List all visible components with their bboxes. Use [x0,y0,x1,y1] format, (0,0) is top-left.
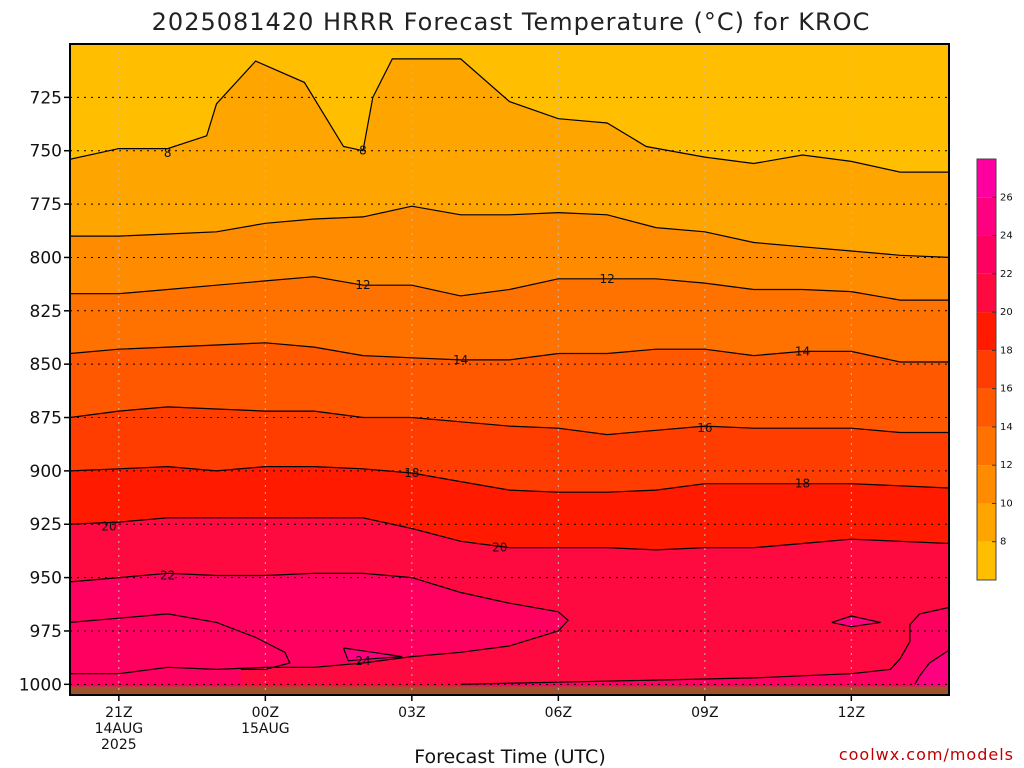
isotherm-22-9 [460,606,949,685]
colorbar-tick-label-18: 18 [1000,345,1013,356]
colorbar-tick-label-20: 20 [1000,307,1013,318]
credit-link[interactable]: coolwx.com/models [839,745,1014,764]
isotherm-labels: 8 8 12 12 14 14 16 18 18 20 20 22 24 [101,144,810,668]
isotherm-label-8: 8 [359,144,367,158]
colorbar-tick-label-12: 12 [1000,460,1013,471]
x-tick-label-00Z-1: 00Z [252,705,279,721]
colorbar-swatch-10-12 [977,465,996,504]
y-tick-label-975: 975 [30,622,62,642]
ground-strip [70,686,949,695]
colorbar-tick-label-10: 10 [1000,498,1013,509]
temperature-bands [70,44,949,695]
isotherm-8-0 [70,58,949,173]
isotherm-22-7 [70,572,569,675]
colorbar-swatch-22-24 [977,235,996,274]
isotherm-label-12: 12 [600,272,615,286]
y-tick-label-950: 950 [30,569,62,589]
isotherm-lines [70,58,949,685]
chart-title: 2025081420 HRRR Forecast Temperature (°C… [152,8,871,36]
x-tick-label-12Z-1: 12Z [838,705,865,721]
x-tick-label-21Z-3: 2025 [101,737,137,753]
y-tick-label-775: 775 [30,195,62,215]
isotherm-24-12 [914,649,949,685]
x-tick-label-09Z-1: 09Z [691,705,718,721]
y-tick-label-800: 800 [30,248,62,268]
colorbar-swatch-16-18 [977,350,996,389]
isotherm-label-24: 24 [355,654,370,668]
y-tick-label-825: 825 [30,302,62,322]
colorbar-swatch-6-8 [977,541,996,580]
isotherm-label-8: 8 [164,146,172,160]
isotherm-22-8 [70,613,291,670]
isotherm-18-5 [70,465,949,493]
colorbar-swatch-12-14 [977,426,996,466]
isotherm-12-2 [70,276,949,301]
x-tick-label-21Z-1: 21Z [105,705,132,721]
colorbar-swatch-26-28 [977,159,996,198]
isotherm-10-1 [70,205,949,258]
colorbar-tick-label-24: 24 [1000,231,1013,242]
colorbar-swatch-24-26 [977,197,996,236]
plot-frame [69,43,950,696]
isotherm-14-3 [70,342,949,363]
x-tick-label-03Z-1: 03Z [398,705,425,721]
x-tick-label-06Z-1: 06Z [545,705,572,721]
x-tick-label-00Z-2: 15AUG [241,721,290,737]
isotherm-label-22: 22 [160,568,175,582]
band-above-22-9 [460,607,949,695]
y-tick-label-1000: 1000 [19,675,62,695]
colorbar-frame [976,158,997,581]
y-tick-label-900: 900 [30,462,62,482]
colorbar-tick-label-8: 8 [1000,537,1006,548]
y-tick-label-850: 850 [30,355,62,375]
colorbar-swatch-18-20 [977,312,996,351]
y-tick-label-925: 925 [30,515,62,535]
isotherm-label-18: 18 [404,466,419,480]
x-tick-label-21Z-2: 14AUG [95,721,144,737]
y-axis: 725 750 775 800 825 850 875 900 925 950 975 1000 [19,88,70,695]
colorbar-tick-label-16: 16 [1000,384,1013,395]
isotherm-label-14: 14 [453,353,468,367]
colorbar-swatch-14-16 [977,388,996,427]
colorbar-tick-label-14: 14 [1000,422,1013,433]
isotherm-16-4 [70,406,949,436]
colorbar-swatch-20-22 [977,273,996,313]
isotherm-label-16: 16 [697,421,712,435]
isotherm-20-6 [70,517,949,551]
band-above-24-12 [914,650,949,695]
colorbar-swatch-8-10 [977,503,996,542]
terrain-strip [70,686,949,695]
colorbar-tick-label-26: 26 [1000,192,1013,203]
colorbar: 8 10 12 14 16 18 20 22 24 26 [976,158,1013,581]
band-above-22-8 [70,613,290,695]
isotherm-label-14: 14 [795,344,810,358]
y-tick-label-875: 875 [30,409,62,429]
y-tick-label-725: 725 [30,88,62,108]
isotherm-24-10 [342,647,403,662]
isotherm-label-12: 12 [355,278,370,292]
colorbar-tick-label-22: 22 [1000,269,1013,280]
isotherm-label-18: 18 [795,477,810,491]
isotherm-24-11 [831,615,881,628]
y-tick-label-750: 750 [30,142,62,162]
x-axis-label: Forecast Time (UTC) [414,746,605,768]
isotherm-label-20: 20 [101,519,116,533]
isotherm-label-20: 20 [492,541,507,555]
